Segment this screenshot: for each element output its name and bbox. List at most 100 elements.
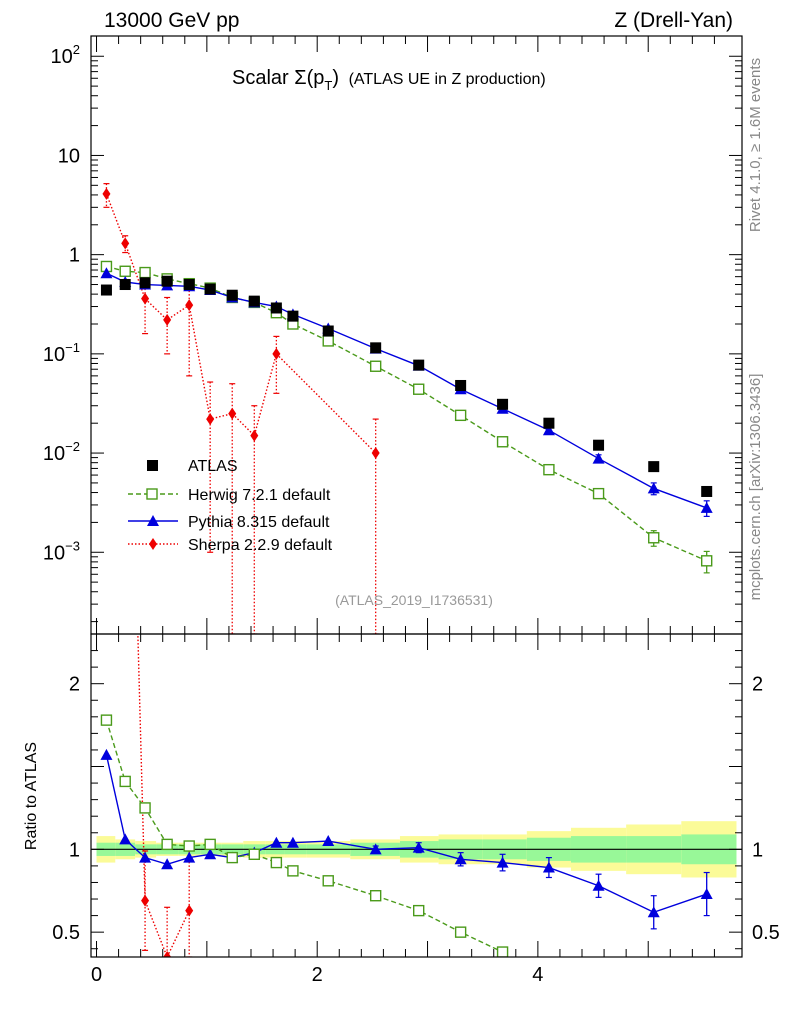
ratio-point-sherpa-3 — [185, 904, 194, 917]
main-line-sherpa — [105, 193, 377, 454]
ratio-ytick-label-left-2: 2 — [69, 674, 80, 696]
main-point-atlas-8 — [270, 302, 282, 314]
ratio-ytick-label-left-0: 0.5 — [52, 922, 80, 944]
ratio-point-herwig-5 — [204, 838, 216, 851]
ratio-point-herwig-6 — [226, 851, 238, 864]
main-point-herwig-13 — [454, 409, 467, 422]
main-panel-data — [100, 183, 713, 634]
main-point-herwig-18 — [700, 555, 713, 567]
main-point-pythia-15 — [542, 424, 555, 436]
title-rest: (ATLAS UE in Z production) — [349, 71, 546, 88]
main-point-pythia-0 — [100, 267, 113, 279]
main-ytick-label-4: 10 — [58, 145, 80, 167]
analysis-id: (ATLAS_2019_I1736531) — [335, 592, 493, 608]
ratio-ylabel: Ratio to ATLAS — [23, 742, 40, 850]
ratio-point-pythia-2 — [139, 851, 152, 863]
legend-label-sherpa: Sherpa 2.2.9 default — [188, 537, 333, 554]
ratio-point-herwig-8 — [270, 856, 283, 869]
main-point-atlas-17 — [648, 461, 660, 473]
ratio-point-herwig-1 — [119, 775, 131, 788]
ratio-point-herwig-0 — [100, 714, 113, 726]
ratio-point-herwig-9 — [287, 865, 299, 877]
main-point-atlas-12 — [413, 359, 425, 371]
main-point-herwig-12 — [413, 383, 425, 395]
main-point-atlas-11 — [370, 342, 382, 354]
main-point-atlas-15 — [543, 417, 555, 429]
main-point-atlas-16 — [593, 439, 605, 451]
legend: ATLAS Herwig 7.2.1 default Pythia 8.315 … — [128, 458, 333, 554]
ratio-point-herwig-4 — [183, 840, 195, 852]
ratio-point-herwig-12 — [413, 904, 425, 917]
ratio-point-pythia-12 — [412, 841, 425, 853]
xtick-label-0: 0 — [91, 964, 102, 986]
source-label: mcplots.cern.ch [arXiv:1306.3436] — [747, 374, 764, 601]
main-point-atlas-5 — [204, 283, 216, 295]
ratio-ytick-label-right-1: 1 — [752, 839, 763, 861]
ratio-point-pythia-15 — [542, 861, 555, 873]
main-point-atlas-3 — [161, 275, 173, 287]
ratio-point-pythia-13 — [454, 853, 467, 865]
main-point-atlas-18 — [701, 485, 713, 497]
ratio-point-herwig-11 — [369, 890, 382, 902]
ratio-point-sherpa-2 — [163, 951, 172, 957]
title-main: Scalar Σ(p — [232, 67, 324, 89]
rivet-label: Rivet 4.1.0, ≥ 1.6M events — [747, 58, 764, 232]
main-point-herwig-17 — [648, 532, 660, 544]
ratio-ytick-label-left-1: 1 — [69, 839, 80, 861]
main-point-atlas-14 — [497, 398, 509, 410]
main-point-herwig-11 — [369, 360, 382, 372]
legend-marker-herwig — [146, 488, 158, 500]
main-ytick-label-base-0: 10 — [43, 542, 65, 564]
main-point-atlas-4 — [183, 279, 195, 291]
main-point-herwig-16 — [592, 487, 605, 500]
main-point-atlas-13 — [455, 379, 467, 391]
main-ytick-label-2: 10−1 — [43, 340, 80, 366]
main-ytick-label-base-1: 10 — [43, 443, 65, 465]
main-point-sherpa-1 — [121, 237, 130, 250]
ratio-point-pythia-0 — [100, 748, 113, 760]
main-point-pythia-17 — [647, 482, 660, 494]
main-ytick-label-5: 102 — [51, 42, 80, 68]
ratio-point-herwig-13 — [454, 926, 467, 938]
ratio-point-pythia-18 — [700, 888, 713, 900]
ratio-point-pythia-1 — [119, 833, 132, 845]
main-point-atlas-9 — [287, 310, 299, 322]
main-point-atlas-6 — [226, 289, 238, 301]
main-ytick-label-base-2: 10 — [43, 344, 65, 366]
ratio-point-pythia-16 — [592, 879, 605, 891]
main-point-sherpa-2 — [141, 292, 150, 305]
header-left: 13000 GeV pp — [104, 9, 239, 32]
header-right: Z (Drell-Yan) — [614, 9, 733, 32]
main-point-herwig-15 — [543, 463, 555, 476]
ratio-point-pythia-4 — [183, 851, 196, 863]
title-subscript: T — [324, 78, 332, 93]
legend-label-atlas: ATLAS — [188, 458, 238, 475]
legend-marker-sherpa — [149, 538, 157, 550]
main-ytick-label-1: 10−2 — [43, 439, 80, 465]
legend-label-herwig: Herwig 7.2.1 default — [188, 487, 331, 504]
ratio-point-pythia-17 — [647, 906, 660, 918]
main-point-sherpa-6 — [228, 407, 237, 420]
xtick-label-2: 4 — [532, 964, 543, 986]
main-ytick-label-base-4: 10 — [58, 145, 80, 167]
chart-title: Scalar Σ(pT) (ATLAS UE in Z production) — [232, 67, 546, 93]
main-ytick-label-exp-0: −3 — [65, 538, 80, 553]
ratio-point-pythia-10 — [322, 835, 335, 847]
main-ytick-label-3: 1 — [69, 245, 80, 267]
ratio-line-sherpa — [137, 634, 190, 957]
main-ytick-label-base-5: 10 — [51, 46, 73, 68]
main-point-sherpa-3 — [163, 313, 172, 326]
ratio-ytick-label-right-2: 2 — [752, 674, 763, 696]
main-point-atlas-7 — [248, 295, 260, 307]
ratio-point-sherpa-1 — [141, 894, 150, 907]
main-point-pythia-18 — [700, 501, 713, 513]
main-point-herwig-10 — [322, 335, 334, 347]
main-point-atlas-0 — [100, 284, 112, 296]
main-point-herwig-1 — [119, 265, 131, 277]
legend-marker-pythia — [147, 515, 159, 526]
legend-marker-atlas — [147, 460, 158, 471]
ratio-point-pythia-3 — [161, 858, 174, 870]
main-point-pythia-16 — [592, 452, 605, 464]
